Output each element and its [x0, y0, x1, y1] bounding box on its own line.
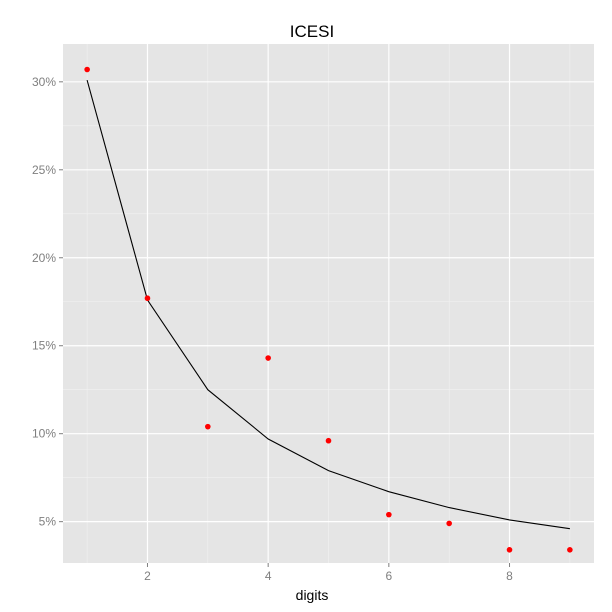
observed-point-7 — [446, 520, 452, 527]
observed-point-4 — [265, 355, 271, 361]
y-tick-labels: 5% 10% 15% 20% 25% 30% — [32, 75, 56, 529]
y-tick-label-3: 20% — [32, 251, 56, 265]
x-tick-label-3: 8 — [506, 569, 513, 583]
observed-point-6 — [386, 511, 392, 518]
y-tick-label-2: 15% — [32, 339, 56, 353]
y-tick-label-4: 25% — [32, 163, 56, 177]
axis-ticks — [59, 81, 511, 567]
observed-point-5 — [325, 437, 332, 444]
x-tick-labels: 2 4 6 8 — [144, 569, 513, 583]
major-gridlines — [63, 44, 594, 563]
y-tick-label-1: 10% — [32, 427, 56, 441]
observed-point-8 — [506, 547, 513, 553]
minor-gridlines — [63, 44, 594, 563]
observed-point-1 — [84, 66, 90, 73]
observed-point-2 — [144, 295, 151, 302]
y-tick-label-0: 5% — [39, 515, 57, 529]
x-tick-label-1: 4 — [265, 569, 272, 583]
x-axis-label: digits — [296, 587, 329, 603]
observed-point-3 — [205, 423, 211, 430]
series-layer — [84, 66, 573, 553]
observed-point-9 — [567, 547, 573, 553]
x-tick-label-0: 2 — [144, 569, 151, 583]
expected-line — [86, 79, 570, 530]
x-tick-label-2: 6 — [385, 569, 392, 583]
y-tick-label-5: 30% — [32, 75, 56, 89]
chart-title: ICESI — [290, 22, 334, 41]
